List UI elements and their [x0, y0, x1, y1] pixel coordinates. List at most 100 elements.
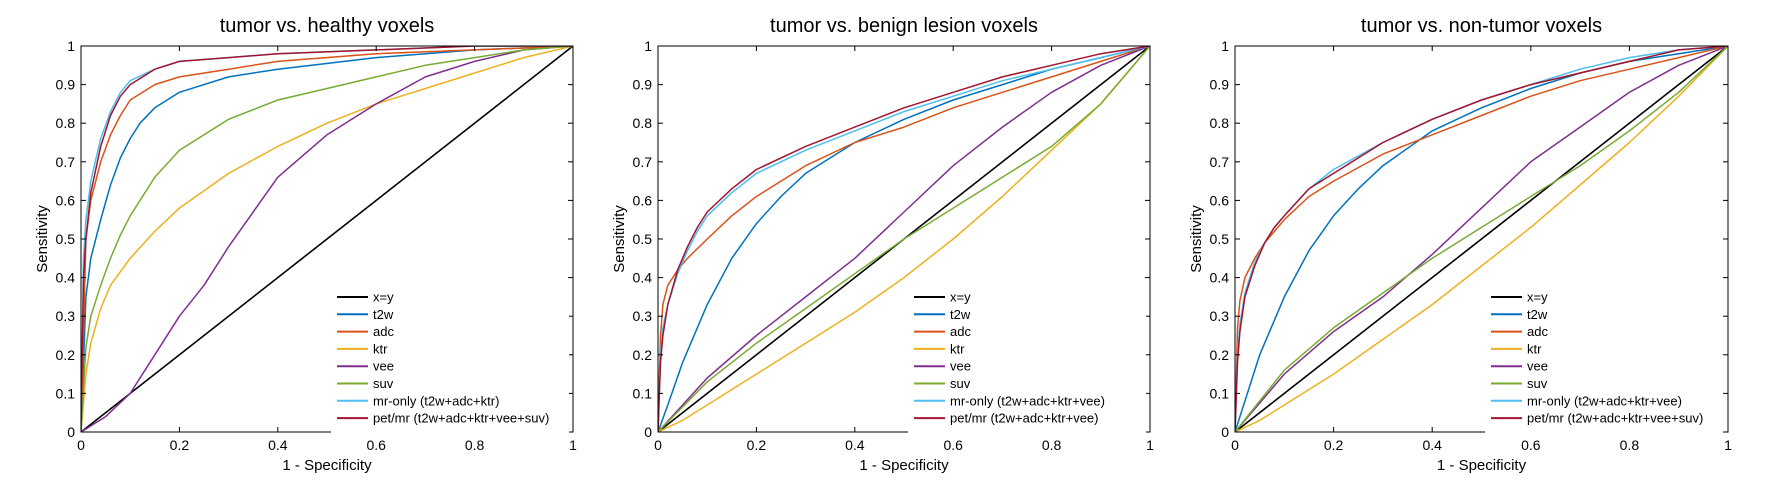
x-tick-label: 0.2	[170, 437, 190, 453]
y-tick-label: 0.3	[56, 308, 76, 324]
y-tick-label: 0.2	[1210, 347, 1230, 363]
y-tick-label: 0.2	[56, 347, 76, 363]
x-axis-label: 1 - Specificity	[282, 457, 372, 474]
legend-label: mr-only (t2w+adc+ktr+vee)	[1527, 393, 1682, 408]
y-tick-label: 0.8	[56, 115, 76, 131]
legend-label: vee	[950, 359, 971, 374]
series-group	[658, 46, 1150, 432]
legend-label: t2w	[950, 307, 971, 322]
y-tick-label: 0.7	[633, 154, 653, 170]
y-tick-label: 0.1	[1210, 385, 1230, 401]
legend-label: suv	[950, 376, 971, 391]
series-line-t2w	[658, 46, 1150, 432]
y-tick-label: 0.8	[1210, 115, 1230, 131]
series-line-pet-mr	[658, 46, 1150, 432]
y-tick-label: 0.9	[633, 77, 653, 93]
series-line-xy	[81, 46, 573, 432]
legend-label: pet/mr (t2w+adc+ktr+vee)	[950, 411, 1098, 426]
x-tick-label: 0.8	[1042, 437, 1062, 453]
legend-label: x=y	[373, 290, 394, 305]
series-line-adc	[1235, 46, 1728, 432]
y-tick-label: 0.8	[633, 115, 653, 131]
legend-label: t2w	[373, 307, 394, 322]
x-tick-label: 0.2	[1324, 437, 1344, 453]
legend: x=y t2w adc ktr vee suv mr-only (t2w+adc+ktr+v…	[908, 284, 1146, 434]
y-tick-label: 0.3	[633, 308, 653, 324]
legend-label: x=y	[1527, 290, 1548, 305]
y-tick-label: 0.9	[56, 77, 76, 93]
series-line-suv	[81, 46, 573, 432]
series-line-t2w	[81, 46, 573, 432]
series-line-vee	[1235, 46, 1728, 432]
legend-label: suv	[373, 376, 394, 391]
y-tick-label: 0.4	[633, 270, 653, 286]
legend-label: adc	[950, 324, 971, 339]
legend-label: suv	[1527, 376, 1548, 391]
legend-label: mr-only (t2w+adc+ktr)	[373, 393, 499, 408]
legend-label: adc	[1527, 324, 1548, 339]
series-line-adc	[658, 46, 1150, 432]
x-axis-label: 1 - Specificity	[859, 457, 949, 474]
panel-benign-lesion: 0 0.2 0.4 0.6 0.8 1 0 0.1 0.2 0.3 0.4 0.5 0.6 0.7 0.8 0…	[611, 15, 1154, 474]
x-tick-label: 0.8	[465, 437, 485, 453]
x-tick-label: 0	[1231, 437, 1239, 453]
y-tick-label: 0.6	[1210, 192, 1230, 208]
x-tick-label: 0.8	[1620, 437, 1640, 453]
x-tick-label: 0	[77, 437, 85, 453]
x-axis-label: 1 - Specificity	[1437, 457, 1527, 474]
legend-label: t2w	[1527, 307, 1548, 322]
series-group	[81, 46, 573, 432]
series-line-suv	[1235, 46, 1728, 432]
x-tick-label: 0.4	[845, 437, 865, 453]
x-tick-label: 0	[654, 437, 662, 453]
series-line-ktr	[81, 46, 573, 432]
y-tick-label: 1	[67, 38, 75, 54]
y-axis-label: Sensitivity	[611, 205, 628, 273]
series-line-xy	[1235, 46, 1728, 432]
legend-label: ktr	[950, 341, 965, 356]
y-tick-label: 0	[644, 424, 652, 440]
x-tick-label: 0.6	[943, 437, 963, 453]
y-tick-label: 0	[67, 424, 75, 440]
y-tick-label: 0.1	[633, 385, 653, 401]
y-tick-label: 0.4	[1210, 270, 1230, 286]
panel-non-tumor: 0 0.2 0.4 0.6 0.8 1 0 0.1 0.2 0.3 0.4 0.5 0.6 0.7 0.8 0…	[1188, 15, 1732, 474]
y-tick-label: 0.7	[56, 154, 76, 170]
series-line-pet-mr	[1235, 46, 1728, 432]
y-tick-label: 0.6	[633, 192, 653, 208]
y-tick-label: 0.5	[1210, 231, 1230, 247]
y-tick-label: 0.3	[1210, 308, 1230, 324]
y-tick-label: 0.7	[1210, 154, 1230, 170]
series-line-adc	[81, 46, 573, 432]
legend-label: mr-only (t2w+adc+ktr+vee)	[950, 393, 1105, 408]
legend: x=y t2w adc ktr vee suv mr-only (t2w+adc+ktr) p…	[331, 284, 569, 434]
y-tick-label: 0.5	[633, 231, 653, 247]
y-tick-label: 0.4	[56, 270, 76, 286]
x-tick-label: 1	[569, 437, 577, 453]
legend: x=y t2w adc ktr vee suv mr-only (t2w+adc+ktr+v…	[1485, 284, 1723, 434]
x-tick-label: 0.2	[747, 437, 767, 453]
x-tick-label: 0.6	[1521, 437, 1541, 453]
legend-label: vee	[1527, 359, 1548, 374]
chart-title: tumor vs. benign lesion voxels	[770, 15, 1038, 37]
x-tick-label: 1	[1724, 437, 1732, 453]
y-tick-label: 0.9	[1210, 77, 1230, 93]
y-tick-label: 1	[644, 38, 652, 54]
y-tick-label: 0	[1221, 424, 1229, 440]
legend-box	[1485, 284, 1723, 434]
y-tick-label: 0.6	[56, 192, 76, 208]
chart-title: tumor vs. non-tumor voxels	[1361, 15, 1602, 37]
x-tick-label: 0.4	[268, 437, 288, 453]
series-line-vee	[658, 46, 1150, 432]
x-tick-label: 0.4	[1422, 437, 1442, 453]
series-line-ktr	[1235, 46, 1728, 432]
legend-label: pet/mr (t2w+adc+ktr+vee+suv)	[373, 411, 549, 426]
legend-box	[908, 284, 1146, 434]
legend-label: ktr	[373, 341, 388, 356]
series-line-pet-mr	[81, 46, 573, 432]
y-tick-label: 0.1	[56, 385, 76, 401]
legend-label: pet/mr (t2w+adc+ktr+vee+suv)	[1527, 411, 1703, 426]
series-line-vee	[81, 46, 573, 432]
chart-title: tumor vs. healthy voxels	[220, 15, 435, 37]
